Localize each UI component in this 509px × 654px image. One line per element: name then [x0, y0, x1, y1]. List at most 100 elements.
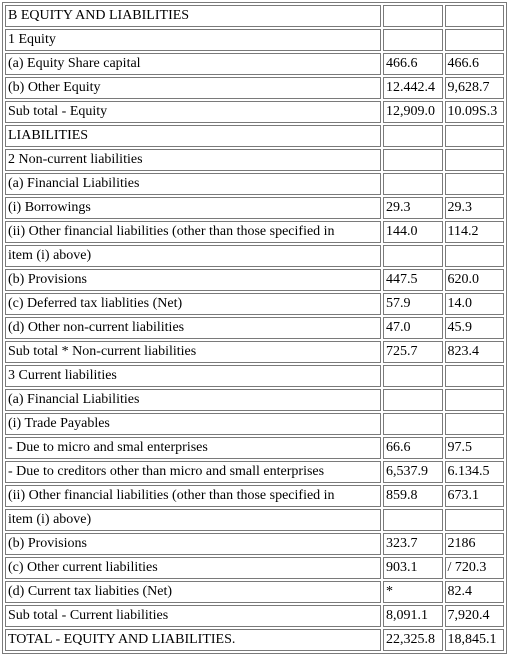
value-cell-1: 66.6: [383, 437, 443, 459]
value-cell-1: [383, 5, 443, 27]
table-row: - Due to creditors other than micro and …: [5, 461, 504, 483]
value-cell-2: 82.4: [444, 581, 504, 603]
value-cell-1: *: [383, 581, 443, 603]
table-row: (a) Financial Liabilities: [5, 389, 504, 411]
row-label-cell: item (i) above): [5, 245, 382, 267]
value-cell-2: 823.4: [444, 341, 504, 363]
value-cell-2: [444, 5, 504, 27]
value-cell-2: [444, 509, 504, 531]
table-row: TOTAL - EQUITY AND LIABILITIES. 22,325.8 1…: [5, 629, 504, 651]
value-cell-2: [444, 365, 504, 387]
value-cell-1: 12,909.0: [383, 101, 443, 123]
value-cell-2: [444, 149, 504, 171]
table-row: (b) Other Equity 12.442.4 9,628.7: [5, 77, 504, 99]
value-cell-2: 9,628.7: [444, 77, 504, 99]
table-row: Sub total - Equity 12,909.0 10.09S.3: [5, 101, 504, 123]
table-row: (ii) Other financial liabilities (other …: [5, 485, 504, 507]
value-cell-2: [444, 389, 504, 411]
row-label-cell: (ii) Other financial liabilities (other …: [5, 485, 382, 507]
value-cell-2: [444, 125, 504, 147]
row-label-cell: (a) Equity Share capital: [5, 53, 382, 75]
table-row: item (i) above): [5, 245, 504, 267]
value-cell-1: [383, 509, 443, 531]
table-row: LIABILITIES: [5, 125, 504, 147]
value-cell-2: [444, 173, 504, 195]
value-cell-1: 144.0: [383, 221, 443, 243]
value-cell-1: 447.5: [383, 269, 443, 291]
table-row: (a) Equity Share capital 466.6 466.6: [5, 53, 504, 75]
value-cell-1: [383, 365, 443, 387]
value-cell-1: [383, 413, 443, 435]
table-row: (d) Current tax liabities (Net) * 82.4: [5, 581, 504, 603]
value-cell-2: / 720.3: [444, 557, 504, 579]
value-cell-2: 466.6: [444, 53, 504, 75]
table-row: (ii) Other financial liabilities (other …: [5, 221, 504, 243]
row-label-cell: (d) Current tax liabities (Net): [5, 581, 382, 603]
row-label-cell: LIABILITIES: [5, 125, 382, 147]
row-label-cell: (c) Other current liabilities: [5, 557, 382, 579]
row-label-cell: (b) Provisions: [5, 269, 382, 291]
value-cell-2: 620.0: [444, 269, 504, 291]
value-cell-1: [383, 245, 443, 267]
table-row: B EQUITY AND LIABILITIES: [5, 5, 504, 27]
row-label-cell: (i) Borrowings: [5, 197, 382, 219]
table-row: (c) Other current liabilities 903.1/ 720.…: [5, 557, 504, 579]
row-label-cell: (b) Other Equity: [5, 77, 382, 99]
row-label-cell: (a) Financial Liabilities: [5, 389, 382, 411]
value-cell-1: [383, 29, 443, 51]
value-cell-1: 29.3: [383, 197, 443, 219]
value-cell-1: [383, 173, 443, 195]
row-label-cell: - Due to micro and smal enterprises: [5, 437, 382, 459]
table-row: 2 Non-current liabilities: [5, 149, 504, 171]
table-row: 1 Equity: [5, 29, 504, 51]
row-label-cell: Sub total * Non-current liabilities: [5, 341, 382, 363]
value-cell-1: 47.0: [383, 317, 443, 339]
row-label-cell: (d) Other non-current liabilities: [5, 317, 382, 339]
value-cell-1: 57.9: [383, 293, 443, 315]
table-row: Sub total * Non-current liabilities 725.7…: [5, 341, 504, 363]
row-label-cell: B EQUITY AND LIABILITIES: [5, 5, 382, 27]
value-cell-1: [383, 389, 443, 411]
value-cell-1: 22,325.8: [383, 629, 443, 651]
value-cell-1: 466.6: [383, 53, 443, 75]
row-label-cell: - Due to creditors other than micro and …: [5, 461, 382, 483]
value-cell-2: 45.9: [444, 317, 504, 339]
value-cell-1: 8,091.1: [383, 605, 443, 627]
row-label-cell: item (i) above): [5, 509, 382, 531]
value-cell-1: 725.7: [383, 341, 443, 363]
value-cell-2: 18,845.1: [444, 629, 504, 651]
row-label-cell: 2 Non-current liabilities: [5, 149, 382, 171]
value-cell-1: 323.7: [383, 533, 443, 555]
value-cell-2: [444, 245, 504, 267]
table-row: item (i) above): [5, 509, 504, 531]
value-cell-2: 97.5: [444, 437, 504, 459]
table-row: - Due to micro and smal enterprises 66.6 9…: [5, 437, 504, 459]
value-cell-2: [444, 29, 504, 51]
table-row: (b) Provisions 323.7 2186: [5, 533, 504, 555]
value-cell-2: 7,920.4: [444, 605, 504, 627]
row-label-cell: 1 Equity: [5, 29, 382, 51]
table-row: (b) Provisions 447.5 620.0: [5, 269, 504, 291]
table-body: B EQUITY AND LIABILITIES 1 Equity (a) Equi…: [5, 5, 504, 651]
value-cell-2: 10.09S.3: [444, 101, 504, 123]
value-cell-2: 29.3: [444, 197, 504, 219]
row-label-cell: (c) Deferred tax liablities (Net): [5, 293, 382, 315]
value-cell-1: [383, 125, 443, 147]
value-cell-1: 859.8: [383, 485, 443, 507]
row-label-cell: (b) Provisions: [5, 533, 382, 555]
row-label-cell: TOTAL - EQUITY AND LIABILITIES.: [5, 629, 382, 651]
table-row: 3 Current liabilities: [5, 365, 504, 387]
value-cell-2: 14.0: [444, 293, 504, 315]
table-row: (a) Financial Liabilities: [5, 173, 504, 195]
row-label-cell: Sub total - Current liabilities: [5, 605, 382, 627]
value-cell-1: 903.1: [383, 557, 443, 579]
value-cell-1: 6,537.9: [383, 461, 443, 483]
table-row: (i) Trade Payables: [5, 413, 504, 435]
row-label-cell: (ii) Other financial liabilities (other …: [5, 221, 382, 243]
value-cell-2: [444, 413, 504, 435]
table-row: (d) Other non-current liabilities 47.0 45.…: [5, 317, 504, 339]
table-row: (c) Deferred tax liablities (Net) 57.9 14.…: [5, 293, 504, 315]
value-cell-1: 12.442.4: [383, 77, 443, 99]
value-cell-1: [383, 149, 443, 171]
